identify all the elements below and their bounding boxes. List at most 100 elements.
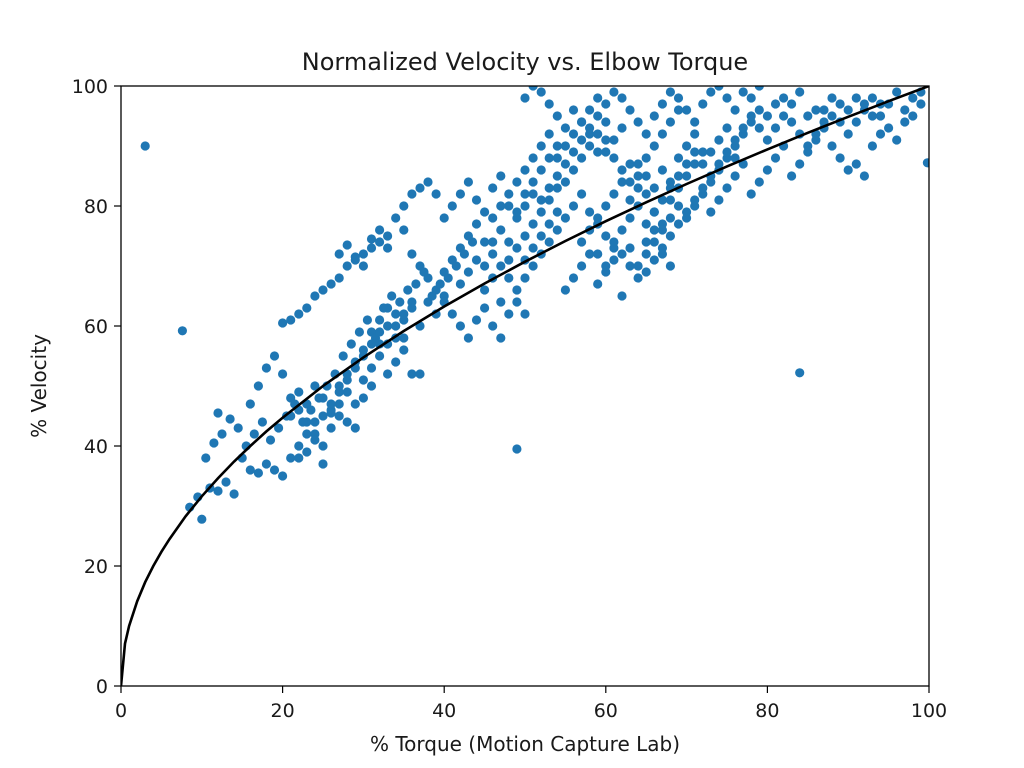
scatter-point bbox=[318, 459, 328, 469]
scatter-point bbox=[649, 141, 659, 151]
scatter-point bbox=[544, 219, 554, 229]
scatter-point bbox=[310, 435, 320, 445]
scatter-point bbox=[286, 453, 296, 463]
scatter-point bbox=[795, 159, 805, 169]
scatter-point bbox=[593, 129, 603, 139]
scatter-point bbox=[625, 261, 635, 271]
scatter-point bbox=[560, 123, 571, 133]
scatter-point bbox=[633, 171, 643, 181]
scatter-point bbox=[463, 333, 473, 343]
scatter-point bbox=[512, 177, 522, 187]
scatter-point bbox=[496, 261, 506, 271]
scatter-point bbox=[326, 399, 336, 409]
scatter-point bbox=[698, 183, 708, 193]
scatter-point bbox=[512, 207, 522, 217]
scatter-point bbox=[366, 234, 377, 244]
scatter-point bbox=[488, 237, 498, 247]
scatter-point bbox=[480, 237, 490, 247]
scatter-point bbox=[334, 399, 344, 409]
scatter-point bbox=[407, 249, 417, 259]
scatter-point bbox=[803, 111, 813, 121]
scatter-point bbox=[922, 158, 929, 168]
scatter-point bbox=[851, 93, 861, 103]
scatter-point bbox=[261, 363, 271, 373]
scatter-point bbox=[714, 159, 724, 169]
chart-title: Normalized Velocity vs. Elbow Torque bbox=[302, 48, 748, 76]
scatter-point bbox=[568, 201, 579, 211]
scatter-point bbox=[451, 261, 461, 271]
y-axis-ticks: 0 20 40 60 80 100 bbox=[72, 76, 121, 698]
scatter-point bbox=[601, 147, 611, 157]
scatter-point bbox=[342, 387, 352, 397]
scatter-point bbox=[867, 141, 878, 151]
scatter-point bbox=[512, 444, 522, 454]
scatter-point bbox=[593, 93, 603, 103]
scatter-point bbox=[536, 87, 546, 97]
scatter-point bbox=[504, 273, 514, 283]
scatter-point bbox=[253, 381, 263, 391]
scatter-point bbox=[811, 105, 821, 115]
scatter-point bbox=[536, 165, 546, 175]
scatter-point bbox=[488, 213, 498, 223]
scatter-point bbox=[302, 429, 312, 439]
scatter-point bbox=[795, 368, 805, 378]
scatter-point bbox=[552, 207, 562, 217]
scatter-point bbox=[455, 279, 465, 289]
scatter-point bbox=[593, 279, 603, 289]
scatter-point bbox=[383, 243, 393, 253]
scatter-point bbox=[512, 285, 522, 295]
scatter-point bbox=[641, 153, 651, 163]
scatter-point bbox=[649, 111, 659, 121]
scatter-point bbox=[225, 414, 235, 424]
scatter-point bbox=[867, 111, 878, 121]
scatter-point bbox=[577, 189, 587, 199]
scatter-point bbox=[407, 369, 417, 379]
scatter-point bbox=[560, 141, 571, 151]
scatter-point bbox=[762, 135, 773, 145]
scatter-point bbox=[407, 189, 417, 199]
scatter-point bbox=[536, 207, 546, 217]
scatter-point bbox=[334, 249, 344, 259]
scatter-point bbox=[447, 201, 457, 211]
scatter-point bbox=[346, 339, 356, 349]
scatter-point bbox=[375, 237, 385, 247]
x-axis-label: % Torque (Motion Capture Lab) bbox=[370, 732, 680, 756]
fit-curve bbox=[121, 86, 929, 686]
scatter-point bbox=[827, 141, 837, 151]
scatter-point bbox=[278, 369, 288, 379]
scatter-point bbox=[690, 117, 700, 127]
scatter-point bbox=[617, 93, 627, 103]
scatter-point bbox=[722, 183, 732, 193]
scatter-point bbox=[177, 326, 187, 336]
scatter-point bbox=[544, 99, 554, 109]
scatter-point bbox=[568, 147, 579, 157]
scatter-point bbox=[233, 423, 243, 433]
scatter-point bbox=[843, 165, 853, 175]
scatter-point bbox=[140, 141, 150, 151]
scatter-point bbox=[568, 273, 579, 283]
scatter-point bbox=[730, 171, 740, 181]
scatter-point bbox=[544, 153, 554, 163]
scatter-point bbox=[908, 111, 918, 121]
scatter-point bbox=[722, 93, 732, 103]
scatter-point bbox=[835, 153, 845, 163]
scatter-point bbox=[415, 369, 425, 379]
scatter-point bbox=[609, 189, 619, 199]
scatter-point bbox=[577, 261, 587, 271]
y-tick-label: 60 bbox=[84, 316, 108, 338]
scatter-point bbox=[617, 177, 627, 187]
scatter-point bbox=[261, 459, 271, 469]
scatter-point bbox=[512, 297, 522, 307]
scatter-point bbox=[633, 261, 643, 271]
scatter-point bbox=[257, 417, 267, 427]
scatter-point bbox=[221, 477, 231, 487]
scatter-point bbox=[649, 207, 659, 217]
scatter-point bbox=[467, 237, 478, 247]
scatter-point bbox=[552, 111, 562, 121]
scatter-point bbox=[544, 237, 554, 247]
scatter-point bbox=[375, 327, 385, 337]
scatter-point bbox=[403, 285, 413, 295]
scatter-point bbox=[641, 219, 651, 229]
scatter-point bbox=[197, 514, 207, 524]
scatter-point bbox=[867, 93, 878, 103]
